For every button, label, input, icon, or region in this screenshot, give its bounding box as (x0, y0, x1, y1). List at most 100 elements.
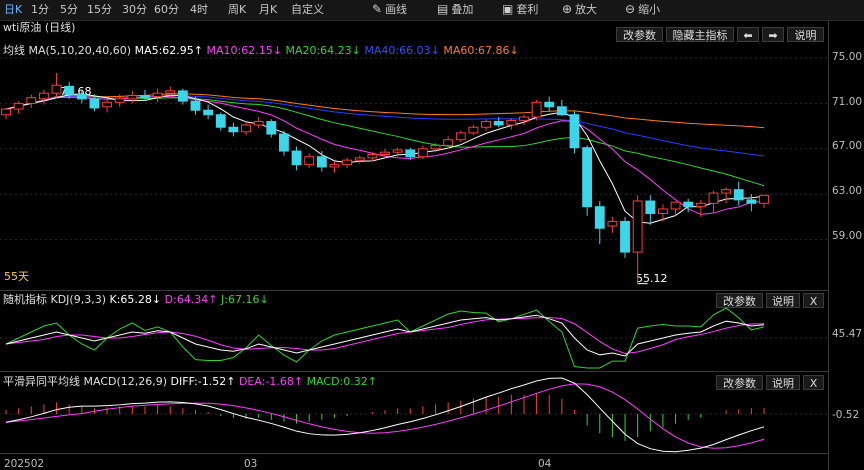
candle-body (165, 90, 176, 94)
overlay-button[interactable]: ▤ 叠加 (437, 2, 473, 17)
chart-title: wti原油 (日线) (3, 21, 76, 34)
kdj-d-value: D:64.34↑ (164, 293, 218, 306)
candle-body (279, 133, 289, 152)
candle-body (556, 106, 567, 116)
prev-indicator-button[interactable]: ⬅ (737, 27, 759, 42)
zoom-in-button[interactable]: ⊕ 放大 (562, 2, 597, 17)
candle-body (190, 100, 201, 111)
candle-body (531, 101, 542, 118)
y-tick-3: 67.00 (832, 140, 863, 152)
draw-line-button[interactable]: ✎ 画线 (372, 2, 407, 17)
candle-body (493, 121, 504, 126)
kdj-close-button[interactable]: X (803, 293, 824, 308)
period-low-label: 55.12 (636, 272, 668, 285)
arbitrage-icon: ▣ (502, 2, 514, 16)
pencil-icon: ✎ (372, 2, 383, 16)
macd-params-button[interactable]: 改参数 (716, 375, 763, 390)
ma5-value: MA5:62.95↑ (134, 44, 204, 57)
kdj-params-button[interactable]: 改参数 (716, 293, 763, 308)
ma-legend: 均线 MA(5,10,20,40,60) MA5:62.95↑ MA10:62.… (3, 44, 519, 57)
macd-help-button[interactable]: 说明 (766, 375, 800, 390)
kdj-legend: 随机指标 KDJ(9,3,3) K:65.28↓ D:64.34↑ J:67.1… (3, 293, 269, 306)
period-toolbar: 日K 1分 5分 15分 30分 60分 4时 周K 月K 自定义 ✎ 画线 ▤ 叠… (0, 0, 864, 21)
candle-body (392, 149, 403, 153)
candle-body (228, 126, 239, 133)
candle-body (266, 121, 277, 135)
macd-name: 平滑异同平均线 (3, 375, 80, 388)
period-tab-monthly[interactable]: 月K (259, 3, 278, 16)
kdj-j-value: J:67.16↓ (221, 293, 269, 306)
candle-body (380, 151, 390, 155)
zoom-in-icon: ⊕ (562, 2, 573, 16)
candle-body (582, 147, 593, 208)
y-tick-2: 71.00 (832, 96, 863, 108)
zoom-in-label: 放大 (575, 3, 598, 16)
candle-body (203, 109, 214, 116)
macd-dea-line (5, 383, 765, 449)
ma-params: MA(5,10,20,40,60) (28, 44, 132, 57)
days-count-label: 55天 (4, 270, 29, 283)
ma40-value: MA40:66.03↓ (364, 44, 440, 57)
candle-body (64, 85, 75, 95)
period-tab-custom[interactable]: 自定义 (291, 3, 324, 16)
candle-body (746, 199, 757, 204)
period-tab-15min[interactable]: 15分 (87, 3, 112, 16)
period-tab-60min[interactable]: 60分 (154, 3, 179, 16)
kdj-name: 随机指标 (3, 293, 47, 306)
overlay-label: 叠加 (451, 3, 474, 16)
kdj-y-tick: 45.47 (832, 328, 863, 340)
candle-body (89, 98, 100, 109)
candle-body (316, 156, 327, 168)
panel-divider-kdj-macd (0, 371, 828, 372)
candle-body (127, 94, 138, 100)
ma60-value: MA60:67.86↓ (443, 44, 519, 57)
ma-help-button[interactable]: 说明 (787, 27, 824, 42)
kdj-help-button[interactable]: 说明 (766, 293, 800, 308)
zoom-out-button[interactable]: ⊖ 缩小 (625, 2, 660, 17)
candle-body (102, 101, 112, 108)
period-tab-weekly[interactable]: 周K (228, 3, 247, 16)
candle-body (481, 121, 491, 128)
period-tab-4hour[interactable]: 4时 (190, 3, 208, 16)
candle-body (683, 201, 694, 208)
candle-body (519, 116, 529, 121)
candle-body (430, 144, 441, 150)
candle-body (569, 114, 580, 149)
candle-body (26, 97, 37, 104)
kdj-d-line (5, 316, 765, 354)
macd-close-button[interactable]: X (803, 375, 824, 390)
next-indicator-button[interactable]: ➡ (762, 27, 784, 42)
candle-body (708, 192, 719, 204)
candle-body (13, 102, 24, 110)
candle-body (658, 208, 668, 214)
y-tick-5: 59.00 (832, 230, 863, 242)
arbitrage-button[interactable]: ▣ 套利 (502, 2, 538, 17)
candle-body (152, 92, 163, 98)
period-tab-1min[interactable]: 1分 (31, 3, 49, 16)
candle-body (594, 206, 605, 229)
period-tab-30min[interactable]: 30分 (122, 3, 147, 16)
candle-body (405, 149, 416, 158)
candle-body (241, 124, 251, 133)
hide-main-indicator-button[interactable]: 隐藏主指标 (666, 27, 734, 42)
y-tick-1: 75.00 (832, 51, 863, 63)
macd-y-tick: -0.52 (832, 409, 860, 421)
candle-body (506, 119, 517, 126)
arbitrage-label: 套利 (516, 3, 539, 16)
candle-body (140, 94, 150, 99)
panel-divider-macd-axis (0, 453, 828, 454)
candle-body (468, 126, 479, 134)
period-tab-daily[interactable]: 日K (4, 3, 23, 16)
candle-body (177, 90, 188, 102)
ma-params-button[interactable]: 改参数 (616, 27, 663, 42)
candle-body (670, 201, 681, 210)
ma20-value: MA20:64.23↓ (285, 44, 361, 57)
y-axis-divider (828, 20, 829, 470)
candle-body (329, 164, 340, 168)
period-tab-5min[interactable]: 5分 (60, 3, 78, 16)
candle-body (632, 200, 643, 253)
candle-body (607, 220, 618, 227)
candle-body (695, 202, 706, 208)
candle-body (721, 189, 732, 194)
